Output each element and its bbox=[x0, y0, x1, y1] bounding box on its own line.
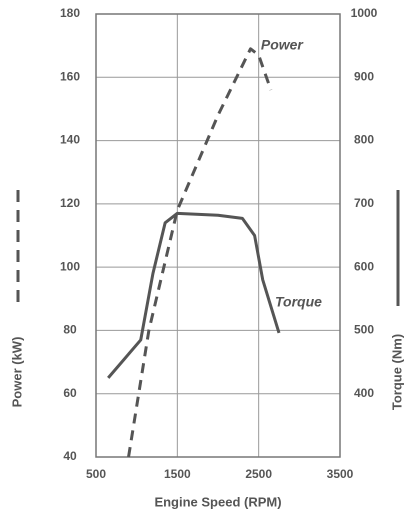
y2-tick-label: 600 bbox=[354, 259, 374, 273]
y-tick-label: 160 bbox=[60, 69, 80, 83]
series-label: Power bbox=[261, 37, 305, 53]
series-label: Torque bbox=[275, 294, 322, 310]
series-line bbox=[107, 211, 281, 379]
y-axis-label: Power (kW) bbox=[9, 337, 24, 408]
y-tick-label: 100 bbox=[60, 259, 80, 273]
x-tick-label: 3500 bbox=[327, 467, 354, 481]
y2-tick-label: 900 bbox=[354, 69, 374, 83]
y-tick-label: 120 bbox=[60, 196, 80, 210]
y-tick-label: 80 bbox=[63, 323, 77, 337]
y-tick-label: 140 bbox=[60, 133, 80, 147]
y-tick-label: 40 bbox=[63, 449, 77, 463]
y2-tick-label: 400 bbox=[354, 386, 374, 400]
series-line bbox=[127, 47, 273, 458]
y2-axis-label: Torque (Nm) bbox=[389, 334, 404, 410]
x-tick-label: 500 bbox=[86, 467, 106, 481]
x-tick-label: 2500 bbox=[245, 467, 272, 481]
y2-tick-label: 800 bbox=[354, 133, 374, 147]
x-axis-label: Engine Speed (RPM) bbox=[154, 494, 281, 509]
y-tick-label: 180 bbox=[60, 6, 80, 20]
y2-tick-label: 500 bbox=[354, 323, 374, 337]
plot-frame bbox=[95, 13, 341, 458]
y2-tick-label: 1000 bbox=[351, 6, 378, 20]
y2-tick-label: 700 bbox=[354, 196, 374, 210]
x-tick-label: 1500 bbox=[164, 467, 191, 481]
y-tick-label: 60 bbox=[63, 386, 77, 400]
